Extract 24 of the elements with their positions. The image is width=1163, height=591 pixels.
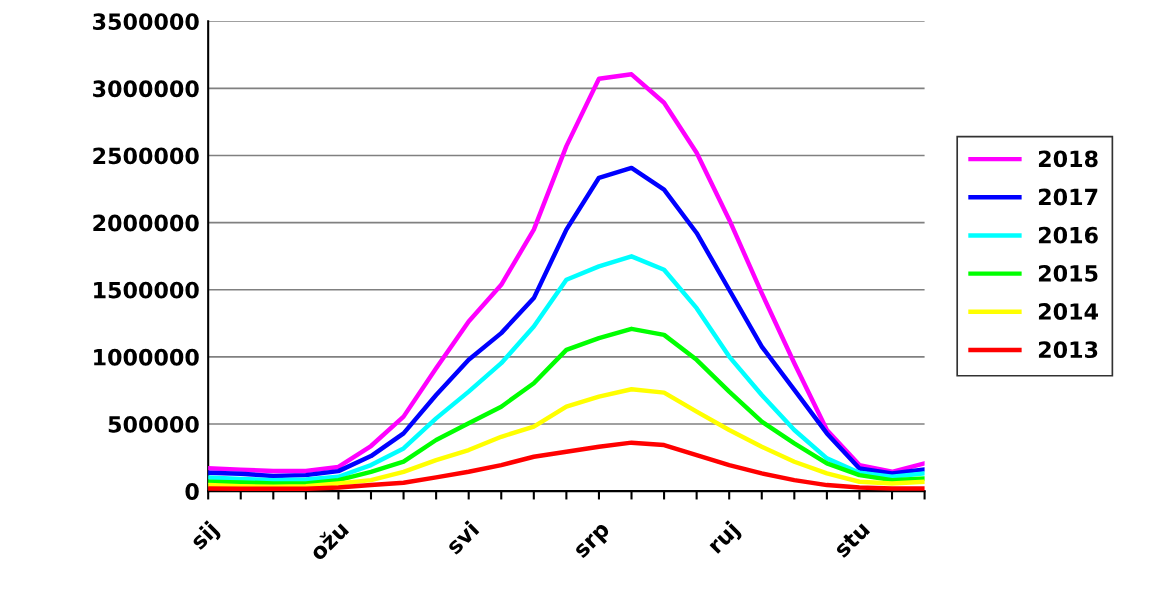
x-tick-label: sij [188, 520, 223, 554]
y-tick-label: 3500000 [93, 13, 199, 31]
legend-label: 2015 [1038, 264, 1098, 282]
y-tick-label: 2000000 [93, 214, 199, 232]
y-tick-label: 3000000 [93, 80, 199, 98]
y-tick-label: 2500000 [93, 147, 199, 165]
y-tick-label: 500000 [108, 415, 199, 433]
line-series [208, 254, 925, 483]
line-series [208, 326, 925, 486]
y-tick-label: 1500000 [94, 281, 199, 299]
y-tick-label: 0 [185, 483, 199, 500]
line-series [208, 72, 925, 475]
y-tick-label: 1000000 [94, 348, 199, 366]
legend-label: 2014 [1038, 303, 1099, 320]
legend-label: 2016 [1038, 226, 1098, 244]
line-series [208, 165, 925, 479]
legend-label: 2017 [1038, 188, 1098, 206]
x-tick-label: ožu [307, 519, 350, 562]
legend-label: 2013 [1038, 341, 1098, 359]
x-tick-label: srp [574, 522, 614, 562]
legend-label: 2018 [1038, 150, 1098, 168]
x-tick-label: svi [444, 520, 480, 556]
x-tick-label: stu [833, 521, 871, 559]
x-tick-label: ruj [706, 520, 744, 558]
